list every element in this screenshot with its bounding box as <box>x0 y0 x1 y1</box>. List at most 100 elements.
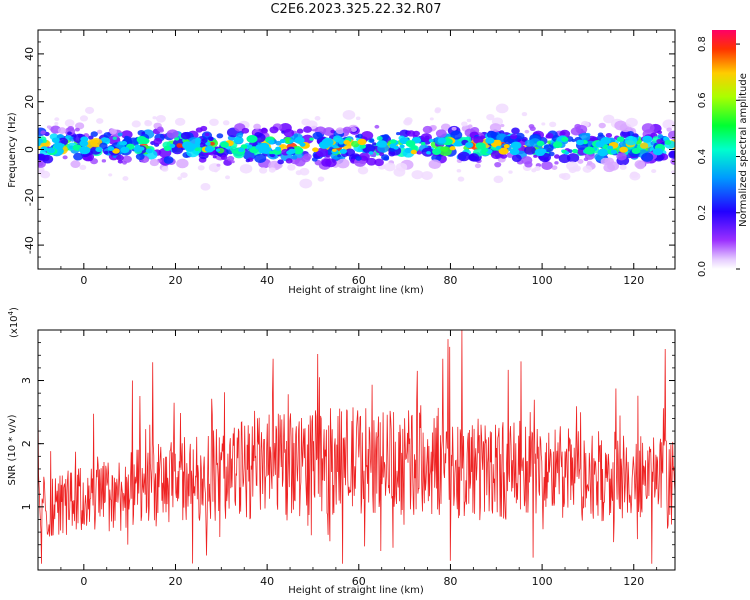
spectrogram-peak <box>231 150 237 154</box>
spectrogram-cell <box>337 154 342 158</box>
spectrogram-cell <box>524 145 536 155</box>
spectrogram-cell <box>301 134 314 144</box>
spectrogram-x-ticks: 0 20 40 60 80 100 120 <box>37 30 658 287</box>
spectrogram-peak <box>107 146 115 151</box>
spectrogram-cell <box>323 127 335 136</box>
spectrogram-peak <box>610 149 617 155</box>
spectrogram-cell <box>422 125 433 134</box>
spectrogram-cell <box>230 160 235 164</box>
spectrogram-cell <box>541 122 546 126</box>
spectrogram-cell <box>222 120 230 126</box>
spectrogram-y-axis-label: Frequency (Hz) <box>7 112 18 188</box>
spectrogram-cell <box>607 161 620 171</box>
spectrogram-cell <box>510 133 518 140</box>
spectrogram-peak <box>51 137 60 144</box>
spectrogram-peak <box>294 136 305 144</box>
spectrogram-peak <box>432 148 442 155</box>
spectrogram-cell <box>301 155 311 163</box>
spectrogram-peak <box>437 137 447 144</box>
spectrogram-cell <box>374 158 384 167</box>
spectrogram-cell <box>384 162 396 172</box>
spectrogram-y-tick-label: 0 <box>23 146 36 153</box>
spectrogram-cell <box>486 130 497 139</box>
spectrogram-cell <box>457 151 471 162</box>
spectrogram-cell <box>122 176 129 181</box>
spectrogram-cell <box>515 132 525 140</box>
colorbar-tick-label: 0.4 <box>697 149 708 165</box>
spectrogram-cell <box>195 127 203 133</box>
snr-y-multiplier-base: (x10 <box>9 315 20 338</box>
spectrogram-cell <box>598 122 606 129</box>
spectrogram-cell <box>283 128 295 138</box>
colorbar-gradient <box>712 30 736 269</box>
spectrogram-peak <box>616 136 625 142</box>
spectrogram-cell <box>586 160 593 166</box>
spectrogram-cell <box>73 152 84 161</box>
spectrogram-cell <box>381 154 390 161</box>
spectrogram-peak <box>318 141 330 149</box>
spectrogram-cell <box>209 141 215 146</box>
spectrogram-cell <box>117 132 123 137</box>
spectrogram-cell <box>553 154 560 159</box>
spectrogram-cell <box>545 132 554 139</box>
spectrogram-peak <box>564 151 570 155</box>
spectrogram-peak <box>246 134 258 143</box>
spectrogram-cell <box>342 110 356 120</box>
spectrogram-cell <box>450 130 463 140</box>
spectrogram-cell <box>197 165 205 171</box>
spectrogram-cell <box>216 133 224 139</box>
snr-panel: 0 20 40 60 80 100 120 1 2 3 Height of straight l… <box>7 307 676 596</box>
spectrogram-peak <box>120 141 128 146</box>
spectrogram-cell <box>560 172 571 181</box>
snr-y-ticks: 1 2 3 <box>20 342 675 558</box>
spectrogram-peak <box>169 143 176 149</box>
spectrogram-cell <box>534 166 541 171</box>
spectrogram-cell <box>434 108 441 114</box>
spectrogram-peak <box>536 140 545 147</box>
spectrogram-peak <box>583 146 596 155</box>
spectrogram-peak <box>359 144 367 149</box>
spectrogram-peak <box>194 147 200 152</box>
spectrogram-cell <box>662 119 675 130</box>
spectrogram-peak <box>595 141 605 148</box>
spectrogram-peak <box>664 140 672 145</box>
spectrogram-peak <box>79 146 91 155</box>
spectrogram-cell <box>490 150 502 160</box>
spectrogram-cell <box>163 156 174 164</box>
spectrogram-cell <box>176 143 183 148</box>
spectrogram-peak <box>498 147 509 155</box>
spectrogram-peak <box>393 145 399 150</box>
spectrogram-cell <box>568 166 577 174</box>
spectrogram-cell <box>176 158 189 169</box>
spectrogram-peak <box>279 139 286 144</box>
spectrogram-cell <box>260 127 268 134</box>
spectrogram-cell <box>287 164 296 171</box>
spectrogram-cell <box>254 153 267 163</box>
spectrogram-peak <box>38 138 44 144</box>
spectrogram-cell <box>84 106 95 114</box>
spectrogram-cell <box>500 153 508 159</box>
spectrogram-peak <box>145 148 153 154</box>
spectrogram-cell <box>473 136 484 145</box>
spectrogram-cell <box>624 135 638 146</box>
spectrogram-cell <box>549 121 557 128</box>
spectrogram-peak <box>539 148 547 154</box>
spectrogram-cell <box>625 117 638 128</box>
spectrogram-cell <box>457 176 465 182</box>
spectrogram-peak <box>120 146 130 154</box>
spectrogram-peak <box>268 139 275 145</box>
colorbar-tick-label: 0.2 <box>697 205 708 221</box>
spectrogram-cell <box>521 156 533 165</box>
spectrogram-cell <box>174 117 186 126</box>
spectrogram-cell <box>225 175 231 180</box>
snr-x-tick-label: 20 <box>168 575 182 588</box>
spectrogram-cell <box>161 166 169 172</box>
spectrogram-cell <box>511 154 522 162</box>
spectrogram-peak <box>509 148 520 156</box>
spectrogram-cell <box>344 148 356 157</box>
spectrogram-cell <box>253 123 261 130</box>
spectrogram-cell <box>395 162 408 172</box>
spectrogram-cell <box>122 155 132 163</box>
spectrogram-cell <box>117 159 123 164</box>
spectrogram-cell <box>180 172 188 178</box>
